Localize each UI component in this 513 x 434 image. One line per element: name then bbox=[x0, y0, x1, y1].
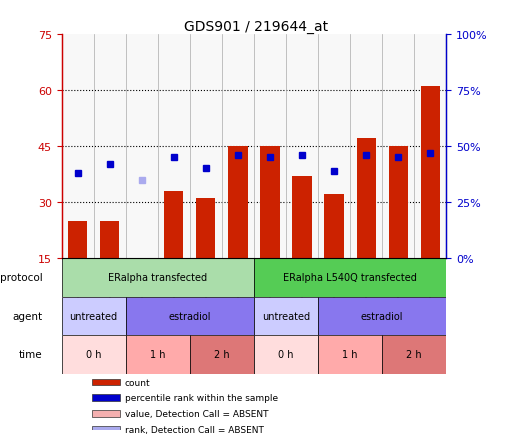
Bar bbox=[190, 35, 222, 258]
Text: ERalpha L540Q transfected: ERalpha L540Q transfected bbox=[283, 273, 417, 283]
Text: 2 h: 2 h bbox=[406, 349, 422, 359]
Bar bbox=[93, 35, 126, 258]
Bar bbox=[389, 147, 408, 258]
Text: 1 h: 1 h bbox=[342, 349, 358, 359]
Text: estradiol: estradiol bbox=[361, 311, 403, 321]
Bar bbox=[126, 335, 190, 374]
Bar bbox=[254, 258, 446, 297]
Text: agent: agent bbox=[12, 311, 42, 321]
Bar bbox=[350, 35, 382, 258]
Text: 0 h: 0 h bbox=[278, 349, 294, 359]
Bar bbox=[92, 395, 120, 401]
Text: estradiol: estradiol bbox=[169, 311, 211, 321]
Bar bbox=[254, 335, 318, 374]
Bar bbox=[415, 35, 446, 258]
Text: count: count bbox=[125, 378, 150, 387]
Text: untreated: untreated bbox=[262, 311, 310, 321]
Bar bbox=[92, 379, 120, 385]
Bar bbox=[318, 297, 446, 335]
Bar bbox=[318, 35, 350, 258]
Bar bbox=[318, 335, 382, 374]
Bar bbox=[254, 297, 318, 335]
Text: percentile rank within the sample: percentile rank within the sample bbox=[125, 393, 278, 402]
Bar bbox=[92, 410, 120, 417]
Bar bbox=[164, 191, 184, 258]
Bar bbox=[190, 335, 254, 374]
Bar bbox=[292, 176, 311, 258]
Bar bbox=[196, 199, 215, 258]
Bar bbox=[421, 87, 440, 258]
Bar bbox=[62, 35, 93, 258]
Bar bbox=[357, 139, 376, 258]
Bar bbox=[228, 147, 247, 258]
Text: 2 h: 2 h bbox=[214, 349, 230, 359]
Text: untreated: untreated bbox=[70, 311, 117, 321]
Text: value, Detection Call = ABSENT: value, Detection Call = ABSENT bbox=[125, 409, 268, 418]
Text: ERalpha transfected: ERalpha transfected bbox=[108, 273, 207, 283]
Text: time: time bbox=[18, 349, 42, 359]
Text: GDS901 / 219644_at: GDS901 / 219644_at bbox=[185, 20, 328, 33]
Bar bbox=[254, 35, 286, 258]
Bar bbox=[286, 35, 318, 258]
Bar bbox=[62, 258, 254, 297]
Text: rank, Detection Call = ABSENT: rank, Detection Call = ABSENT bbox=[125, 424, 264, 434]
Bar bbox=[382, 335, 446, 374]
Bar bbox=[382, 35, 415, 258]
Bar bbox=[100, 221, 119, 258]
Bar bbox=[158, 35, 190, 258]
Bar bbox=[68, 221, 87, 258]
Bar bbox=[126, 35, 158, 258]
Bar bbox=[132, 258, 151, 307]
Text: 1 h: 1 h bbox=[150, 349, 166, 359]
Text: 0 h: 0 h bbox=[86, 349, 102, 359]
Bar bbox=[62, 335, 126, 374]
Bar bbox=[126, 297, 254, 335]
Bar bbox=[92, 426, 120, 432]
Bar bbox=[222, 35, 254, 258]
Text: protocol: protocol bbox=[0, 273, 42, 283]
Bar bbox=[324, 195, 344, 258]
Bar bbox=[62, 297, 126, 335]
Bar bbox=[260, 147, 280, 258]
